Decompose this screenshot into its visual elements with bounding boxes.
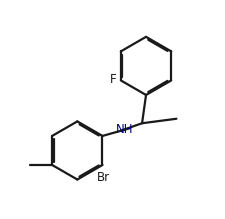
Text: F: F [109, 73, 116, 87]
Text: Br: Br [97, 171, 110, 184]
Text: NH: NH [116, 123, 133, 136]
